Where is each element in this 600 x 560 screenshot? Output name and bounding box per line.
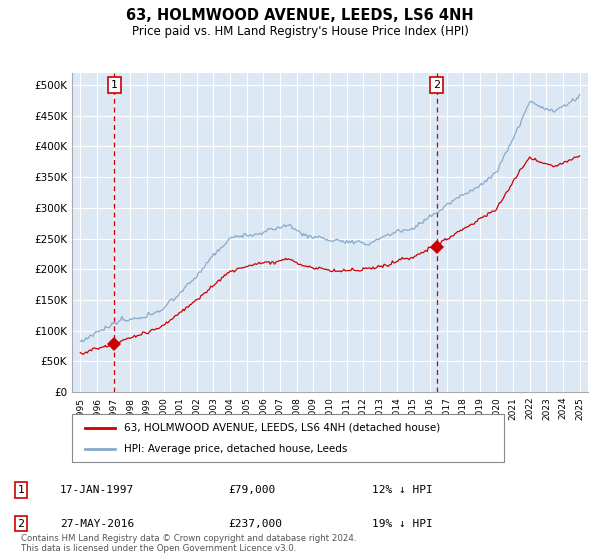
Text: 27-MAY-2016: 27-MAY-2016 [60,519,134,529]
Text: 1: 1 [17,485,25,495]
Text: 2: 2 [433,80,440,90]
Text: 17-JAN-1997: 17-JAN-1997 [60,485,134,495]
Text: 12% ↓ HPI: 12% ↓ HPI [372,485,433,495]
Text: HPI: Average price, detached house, Leeds: HPI: Average price, detached house, Leed… [124,444,347,454]
Text: 19% ↓ HPI: 19% ↓ HPI [372,519,433,529]
FancyBboxPatch shape [72,414,504,462]
Text: £237,000: £237,000 [228,519,282,529]
Text: £79,000: £79,000 [228,485,275,495]
Text: Contains HM Land Registry data © Crown copyright and database right 2024.
This d: Contains HM Land Registry data © Crown c… [21,534,356,553]
Text: 2: 2 [17,519,25,529]
Text: 1: 1 [111,80,118,90]
Text: 63, HOLMWOOD AVENUE, LEEDS, LS6 4NH (detached house): 63, HOLMWOOD AVENUE, LEEDS, LS6 4NH (det… [124,423,440,433]
Text: 63, HOLMWOOD AVENUE, LEEDS, LS6 4NH: 63, HOLMWOOD AVENUE, LEEDS, LS6 4NH [126,8,474,24]
Text: Price paid vs. HM Land Registry's House Price Index (HPI): Price paid vs. HM Land Registry's House … [131,25,469,38]
